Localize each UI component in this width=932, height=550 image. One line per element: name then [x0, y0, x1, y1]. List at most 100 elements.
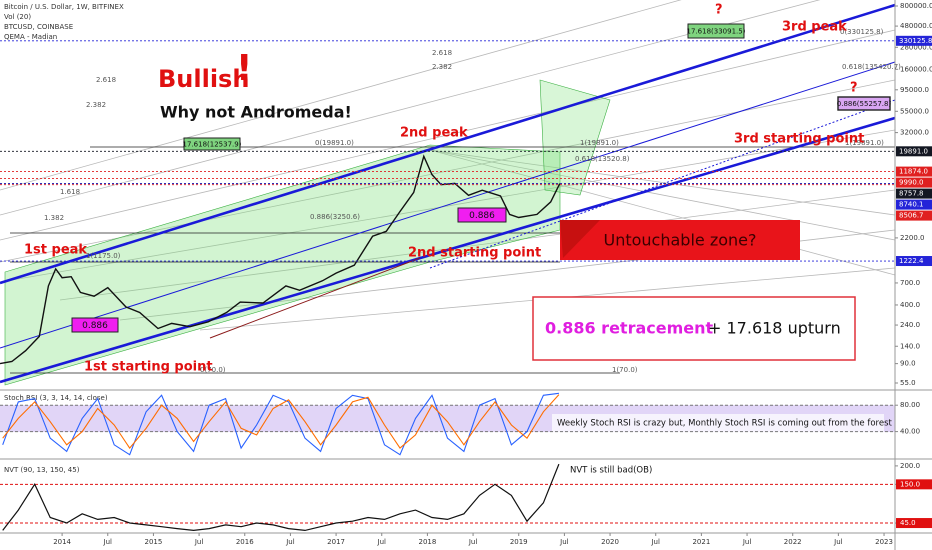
annotation: 1st starting point — [84, 360, 213, 375]
price-label-bg — [896, 177, 932, 188]
price-label: 8506.7 — [899, 212, 924, 220]
price-label-bg — [896, 166, 932, 177]
y-tick-label: 700.0 — [900, 279, 920, 287]
header-title: Bitcoin / U.S. Dollar, 1W, BITFINEX — [4, 3, 124, 11]
header-symbol: BTCUSD, COINBASE — [4, 23, 73, 31]
x-tick-label: Jul — [468, 538, 478, 546]
fib-box — [837, 96, 891, 111]
y-tick-label: 140.0 — [900, 342, 920, 350]
price-label: 9990.0 — [899, 179, 924, 187]
header-volume: Vol (20) — [4, 13, 31, 21]
x-tick-label: Jul — [194, 538, 204, 546]
fib-label: 1(19891.0) — [580, 139, 619, 147]
price-label-bg — [896, 146, 932, 157]
x-tick-label: 2015 — [145, 538, 163, 546]
fib-label: 0.618(135420.7) — [842, 63, 901, 71]
x-tick-label: Jul — [103, 538, 113, 546]
annotation: 3rd peak — [782, 20, 847, 35]
y-tick-label: 80.00 — [900, 401, 920, 409]
annotation: ! — [236, 48, 252, 89]
callout-box — [532, 296, 856, 361]
fib-label: 2.382 — [86, 101, 106, 109]
fib-label: 1.618 — [60, 188, 80, 196]
x-tick-label: 2019 — [510, 538, 528, 546]
fib-label: 1(70.0) — [612, 366, 638, 374]
fib-label: 1.382 — [44, 214, 64, 222]
fib-box-label: 17.618(33091.5) — [687, 28, 746, 36]
x-tick-label: 2022 — [784, 538, 802, 546]
y-tick-label: 40.00 — [900, 428, 920, 436]
y-tick-label: 55.0 — [900, 379, 916, 387]
annotation: 1st peak — [24, 243, 87, 258]
fib-label: 0(70.0) — [200, 366, 226, 374]
x-tick-label: 2014 — [53, 538, 71, 546]
annotation: + 17.618 upturn — [708, 319, 841, 338]
panel-title: NVT (90, 13, 150, 45) — [4, 466, 80, 474]
y-tick-label: 400.0 — [900, 301, 920, 309]
x-tick-label: Jul — [650, 538, 660, 546]
annotation: Why not Andromeda! — [160, 103, 352, 122]
y-tick-label: 800000.0 — [900, 2, 932, 10]
annotation: ? — [715, 3, 723, 18]
annotation: 0.886 — [82, 321, 108, 331]
panel-title: Stoch RSI (3, 3, 14, 14, close) — [4, 394, 108, 402]
price-label: 11874.0 — [899, 168, 928, 176]
x-tick-label: 2018 — [418, 538, 436, 546]
price-label: 8740.1 — [899, 201, 924, 209]
x-tick-label: 2020 — [601, 538, 619, 546]
y-tick-label: 2200.0 — [900, 234, 925, 242]
fib-label: 2.618 — [96, 76, 116, 84]
label-box — [71, 317, 119, 333]
price-label: 1222.4 — [899, 257, 924, 265]
data-line — [2, 394, 560, 450]
y-tick-label: 240.0 — [900, 321, 920, 329]
x-tick-label: 2021 — [692, 538, 710, 546]
data-line — [2, 392, 559, 456]
trend-line — [209, 257, 421, 339]
y-tick-label: 45.0 — [900, 519, 916, 527]
annotation: 0.886 retracement — [545, 319, 714, 338]
note-bg — [552, 414, 884, 432]
annotation: Untouchable zone? — [604, 231, 757, 250]
fib-label: 0.886(3250.6) — [310, 213, 360, 221]
price-label-bg — [896, 199, 932, 210]
annotation: NVT is still bad(OB) — [570, 466, 652, 476]
price-label-bg — [896, 35, 932, 46]
x-tick-label: 2017 — [327, 538, 345, 546]
annotation: 3rd starting point — [734, 132, 864, 147]
header-indicator: QEMA - Madian — [4, 33, 57, 41]
annotation: 2nd peak — [400, 126, 468, 141]
y-tick-label: 150.0 — [900, 480, 920, 488]
fib-label: 1(19891.0) — [845, 139, 884, 147]
annotation: Weekly Stoch RSI is crazy but, Monthly S… — [557, 419, 893, 429]
x-tick-label: 2016 — [236, 538, 254, 546]
fib-label: 0.618(13520.8) — [575, 155, 630, 163]
y-tick-label: 55000.0 — [900, 107, 929, 115]
y-tick-label: 480000.0 — [900, 22, 932, 30]
annotation: 2nd starting point — [408, 246, 541, 261]
y-tick-label: 32000.0 — [900, 129, 929, 137]
annotation: Bullish — [158, 65, 249, 93]
x-tick-label: 2023 — [875, 538, 893, 546]
y-tick-label: 200.0 — [900, 462, 920, 470]
label-box — [457, 207, 507, 223]
fib-box-label: 0.886(55257.8) — [837, 100, 892, 108]
y-tick-label: 90.0 — [900, 360, 916, 368]
price-label-bg — [896, 256, 932, 267]
y-tick-label: 95000.0 — [900, 86, 929, 94]
y-tick-bg — [896, 518, 932, 529]
x-tick-label: Jul — [377, 538, 387, 546]
y-tick-label: 280000.0 — [900, 43, 932, 51]
fib-label: 0(19891.0) — [315, 139, 354, 147]
price-label-bg — [896, 188, 932, 199]
fib-box-label: 17.618(12537.9) — [183, 141, 242, 149]
zone-triangle — [560, 220, 600, 258]
channel-lines — [0, 3, 896, 384]
x-tick-label: Jul — [285, 538, 295, 546]
zone-box — [560, 220, 800, 260]
fib-box — [183, 137, 241, 151]
x-tick-label: Jul — [559, 538, 569, 546]
